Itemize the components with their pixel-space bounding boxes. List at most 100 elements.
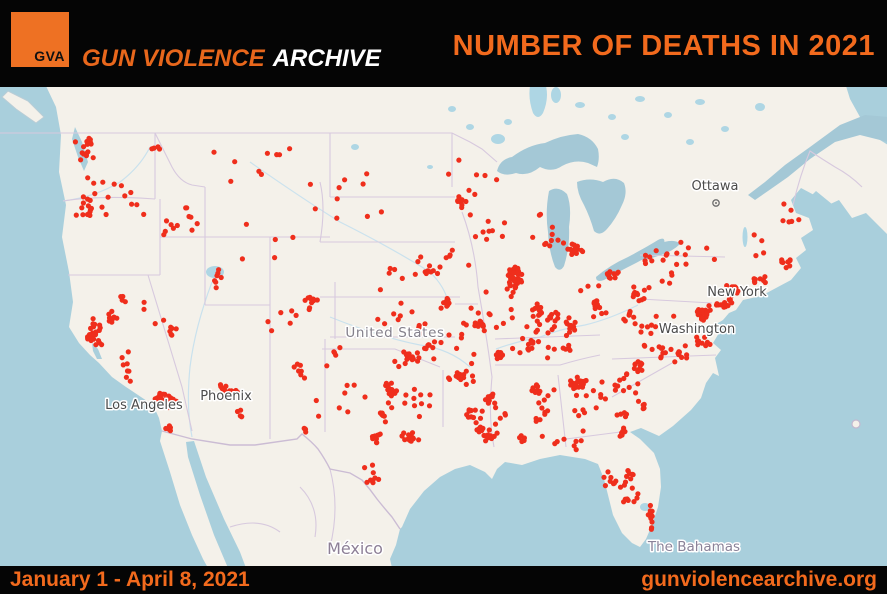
deaths-dot	[647, 509, 654, 515]
deaths-dot	[370, 436, 376, 442]
deaths-dot	[418, 401, 425, 407]
deaths-dot	[563, 319, 569, 325]
deaths-dot	[494, 177, 500, 183]
deaths-dot	[658, 345, 664, 351]
deaths-dot	[287, 146, 293, 152]
deaths-dot	[406, 432, 412, 438]
deaths-dot	[316, 413, 322, 419]
deaths-dot	[787, 263, 793, 269]
deaths-dot	[672, 359, 678, 365]
deaths-dot	[174, 222, 180, 229]
deaths-dot	[427, 392, 433, 398]
deaths-dot	[753, 253, 759, 259]
deaths-map: Ottawa United States Washington New York Los…	[0, 86, 887, 568]
deaths-dot	[456, 157, 462, 163]
map-canvas: Ottawa United States Washington New York Los…	[0, 86, 887, 568]
deaths-dot	[88, 141, 94, 147]
deaths-dot	[519, 271, 525, 277]
deaths-dot	[123, 374, 129, 380]
brand-gun-violence: GUN VIOLENCE	[82, 45, 265, 72]
deaths-dot	[695, 338, 702, 344]
deaths-dot	[563, 332, 570, 339]
deaths-dot	[642, 252, 649, 258]
deaths-dot	[644, 324, 651, 330]
deaths-dot	[296, 368, 302, 374]
deaths-dot	[602, 483, 609, 489]
deaths-dot	[351, 382, 357, 388]
deaths-dot	[378, 209, 384, 215]
deaths-dot	[403, 392, 409, 398]
deaths-dot	[119, 355, 125, 361]
deaths-dot	[735, 288, 741, 294]
deaths-dot	[151, 145, 157, 151]
deaths-dot	[313, 397, 319, 404]
deaths-dot	[105, 194, 111, 200]
deaths-dot	[607, 269, 613, 275]
deaths-dot	[331, 350, 338, 356]
deaths-dot	[129, 201, 135, 207]
deaths-dot	[475, 323, 481, 329]
deaths-dot	[472, 407, 478, 413]
deaths-dot	[507, 281, 513, 287]
deaths-dot	[498, 354, 504, 361]
deaths-dot	[398, 300, 404, 306]
deaths-dot	[396, 363, 402, 370]
deaths-dot	[134, 202, 140, 208]
deaths-dot	[626, 312, 632, 318]
deaths-dot	[683, 261, 689, 267]
deaths-dot	[237, 413, 243, 419]
deaths-dot	[473, 172, 480, 178]
deaths-dot	[631, 284, 637, 290]
deaths-dot	[364, 171, 370, 177]
deaths-dot	[524, 324, 530, 330]
deaths-dot	[301, 375, 308, 381]
deaths-dot	[294, 361, 300, 367]
deaths-dot	[668, 270, 675, 276]
deaths-dot	[79, 150, 85, 156]
deaths-dot	[173, 326, 179, 332]
deaths-dot	[446, 171, 452, 177]
deaths-dot	[103, 211, 109, 218]
deaths-dot	[641, 401, 647, 407]
map-label-new-york: New York	[707, 285, 767, 300]
deaths-dot	[312, 206, 318, 212]
deaths-dot	[724, 290, 730, 297]
deaths-dot	[213, 285, 219, 291]
deaths-dot	[533, 329, 539, 335]
deaths-dot	[641, 405, 647, 411]
deaths-dot	[484, 236, 490, 242]
deaths-dot	[85, 196, 91, 202]
deaths-dot	[780, 218, 786, 224]
deaths-dot	[787, 257, 793, 264]
deaths-dot	[337, 345, 343, 351]
deaths-dot	[658, 355, 664, 361]
deaths-dot	[114, 315, 120, 321]
deaths-dot	[369, 462, 376, 468]
deaths-dot	[463, 198, 469, 205]
deaths-dot	[536, 212, 543, 218]
header-bar: GVA GUN VIOLENCE ARCHIVE NUMBER OF DEATHS…	[0, 0, 887, 87]
deaths-dot	[486, 311, 492, 317]
deaths-dot	[389, 405, 395, 411]
deaths-dot	[615, 383, 621, 389]
deaths-dot	[228, 178, 234, 184]
deaths-dot	[635, 398, 642, 404]
deaths-dot	[648, 526, 655, 532]
deaths-dot	[382, 419, 388, 425]
deaths-dot	[91, 180, 97, 186]
deaths-dot	[796, 217, 802, 223]
deaths-dot	[410, 356, 416, 362]
deaths-dot	[567, 347, 573, 353]
deaths-dot	[576, 384, 582, 390]
deaths-dot	[399, 275, 405, 281]
deaths-dot	[526, 347, 532, 353]
deaths-dot	[653, 313, 659, 319]
ocean-shapes	[0, 86, 887, 568]
deaths-dot	[345, 409, 351, 415]
deaths-dot	[631, 314, 637, 320]
deaths-dot	[264, 150, 270, 156]
deaths-dot	[594, 301, 601, 308]
deaths-dot	[757, 276, 763, 282]
deaths-dot	[414, 350, 420, 356]
